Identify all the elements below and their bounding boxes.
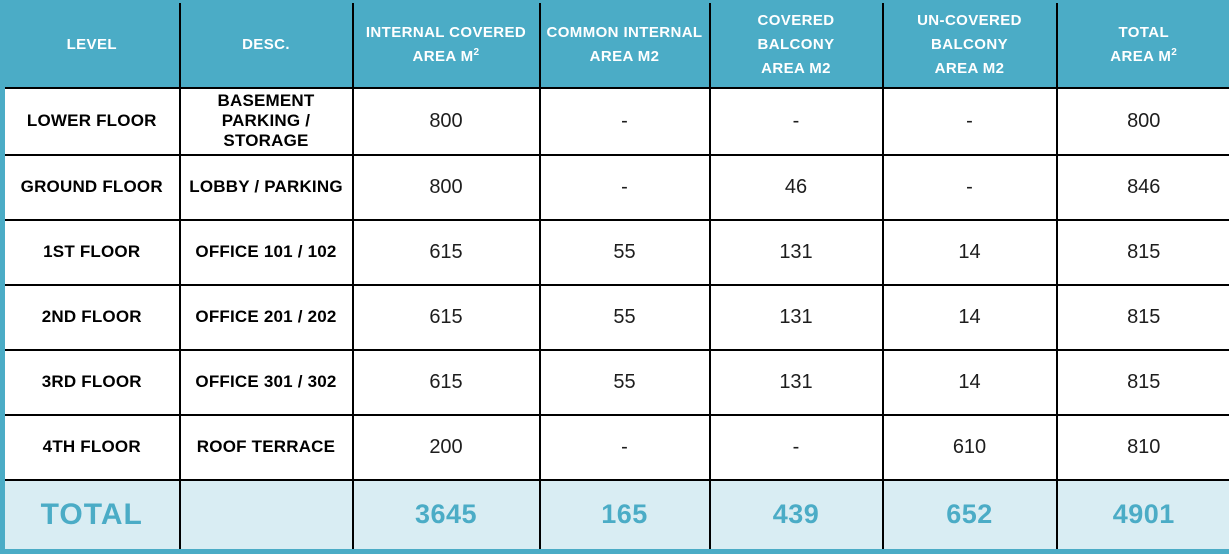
total-area-cell: 815 [1057,285,1229,350]
common-internal-area-cell: 55 [540,285,710,350]
covered-balcony-area-cell: 131 [710,350,883,415]
uncovered-balcony-area-cell: 610 [883,415,1057,480]
total-desc-empty-cell [180,480,353,552]
column-header-label: TOTAL AREA M [1110,24,1171,65]
internal-covered-area-cell: 615 [353,285,540,350]
header-row: LEVEL DESC. INTERNAL COVERED AREA M2 COM… [3,2,1229,88]
common-internal-area-cell: 55 [540,350,710,415]
desc-cell: BASEMENT PARKING / STORAGE [180,88,353,155]
table-body: LOWER FLOOR BASEMENT PARKING / STORAGE 8… [3,88,1229,480]
table-row-1st-floor: 1ST FLOOR OFFICE 101 / 102 615 55 131 14… [3,220,1229,285]
common-internal-area-cell: - [540,415,710,480]
table-row-4th-floor: 4TH FLOOR ROOF TERRACE 200 - - 610 810 [3,415,1229,480]
column-header-label: INTERNAL COVERED AREA M [366,24,526,65]
level-cell: GROUND FLOOR [3,155,180,220]
column-header-desc: DESC. [180,2,353,88]
superscript: 2 [474,47,480,58]
total-row: TOTAL 3645 165 439 652 4901 [3,480,1229,552]
total-area-cell: 800 [1057,88,1229,155]
column-header-internal-covered-area: INTERNAL COVERED AREA M2 [353,2,540,88]
column-header-label: UN-COVERED BALCONY AREA M2 [917,12,1022,77]
table-row-ground-floor: GROUND FLOOR LOBBY / PARKING 800 - 46 - … [3,155,1229,220]
covered-balcony-area-cell: 131 [710,220,883,285]
level-cell: 3RD FLOOR [3,350,180,415]
total-common-internal-area: 165 [540,480,710,552]
internal-covered-area-cell: 615 [353,350,540,415]
desc-cell: OFFICE 201 / 202 [180,285,353,350]
column-header-common-internal-area: COMMON INTERNAL AREA M2 [540,2,710,88]
uncovered-balcony-area-cell: - [883,88,1057,155]
total-area-cell: 815 [1057,350,1229,415]
column-header-label: LEVEL [67,36,117,53]
column-header-label: COVERED BALCONY AREA M2 [758,12,835,77]
table-header: LEVEL DESC. INTERNAL COVERED AREA M2 COM… [3,2,1229,88]
internal-covered-area-cell: 800 [353,88,540,155]
covered-balcony-area-cell: 46 [710,155,883,220]
column-header-total-area: TOTAL AREA M2 [1057,2,1229,88]
common-internal-area-cell: - [540,88,710,155]
level-cell: LOWER FLOOR [3,88,180,155]
desc-cell: OFFICE 101 / 102 [180,220,353,285]
total-area-cell: 815 [1057,220,1229,285]
common-internal-area-cell: - [540,155,710,220]
total-label: TOTAL [3,480,180,552]
internal-covered-area-cell: 615 [353,220,540,285]
total-area-cell: 810 [1057,415,1229,480]
covered-balcony-area-cell: - [710,88,883,155]
total-area-grand-total: 4901 [1057,480,1229,552]
internal-covered-area-cell: 800 [353,155,540,220]
desc-cell: ROOF TERRACE [180,415,353,480]
level-cell: 2ND FLOOR [3,285,180,350]
table-footer: TOTAL 3645 165 439 652 4901 [3,480,1229,552]
column-header-label: DESC. [242,36,290,53]
total-area-cell: 846 [1057,155,1229,220]
superscript: 2 [1171,47,1177,58]
total-internal-covered-area: 3645 [353,480,540,552]
column-header-covered-balcony-area: COVERED BALCONY AREA M2 [710,2,883,88]
table-row-2nd-floor: 2ND FLOOR OFFICE 201 / 202 615 55 131 14… [3,285,1229,350]
table-row-lower-floor: LOWER FLOOR BASEMENT PARKING / STORAGE 8… [3,88,1229,155]
desc-cell: OFFICE 301 / 302 [180,350,353,415]
common-internal-area-cell: 55 [540,220,710,285]
covered-balcony-area-cell: - [710,415,883,480]
total-uncovered-balcony-area: 652 [883,480,1057,552]
desc-cell: LOBBY / PARKING [180,155,353,220]
column-header-level: LEVEL [3,2,180,88]
uncovered-balcony-area-cell: 14 [883,220,1057,285]
covered-balcony-area-cell: 131 [710,285,883,350]
level-cell: 4TH FLOOR [3,415,180,480]
internal-covered-area-cell: 200 [353,415,540,480]
total-covered-balcony-area: 439 [710,480,883,552]
column-header-label: COMMON INTERNAL AREA M2 [547,24,703,65]
column-header-uncovered-balcony-area: UN-COVERED BALCONY AREA M2 [883,2,1057,88]
uncovered-balcony-area-cell: 14 [883,350,1057,415]
level-cell: 1ST FLOOR [3,220,180,285]
table-row-3rd-floor: 3RD FLOOR OFFICE 301 / 302 615 55 131 14… [3,350,1229,415]
uncovered-balcony-area-cell: 14 [883,285,1057,350]
uncovered-balcony-area-cell: - [883,155,1057,220]
